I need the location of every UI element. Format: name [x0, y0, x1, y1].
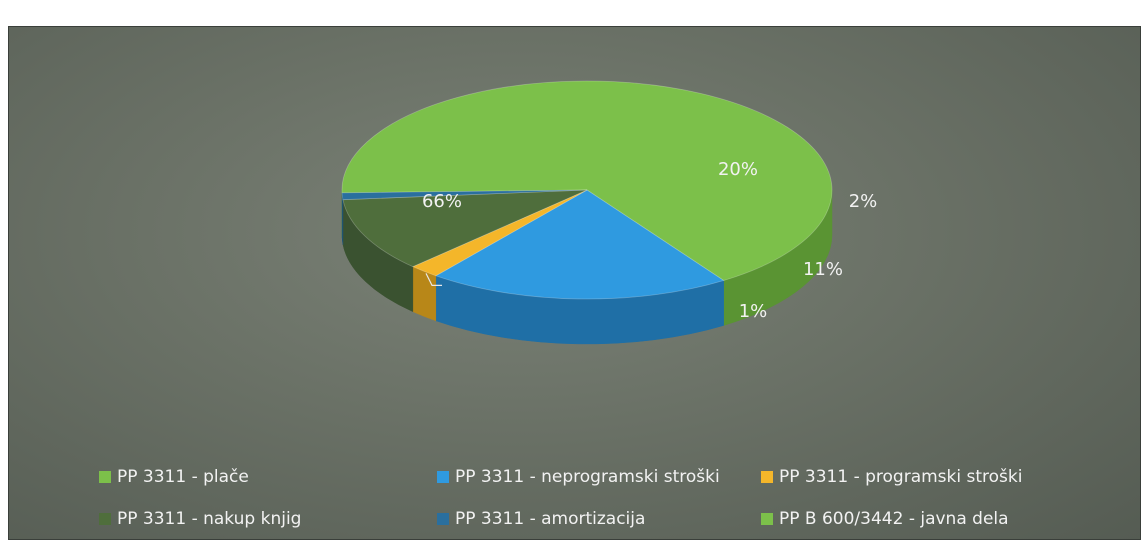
pie-slice-4	[341, 189, 588, 201]
pie-slice-0	[341, 80, 833, 281]
data-label-0: 66%	[422, 191, 462, 212]
leader-line	[425, 273, 443, 286]
pie-chart: 66% 20% 2% 11% 1%	[341, 80, 877, 345]
pie-slice-2	[411, 189, 588, 277]
data-label-2: 2%	[849, 191, 878, 212]
data-label-3: 11%	[803, 259, 843, 280]
pie-slice-1	[434, 189, 725, 300]
pie-tops	[341, 80, 833, 300]
data-label-4: 1%	[739, 301, 768, 322]
data-label-1: 20%	[718, 159, 758, 180]
chart-frame: 66% 20% 2% 11% 1% PP 3311 - plače PP 3311 - …	[8, 26, 1141, 540]
pie-labels: 66% 20% 2% 11% 1%	[422, 159, 877, 322]
pie-slice-3	[342, 189, 588, 268]
